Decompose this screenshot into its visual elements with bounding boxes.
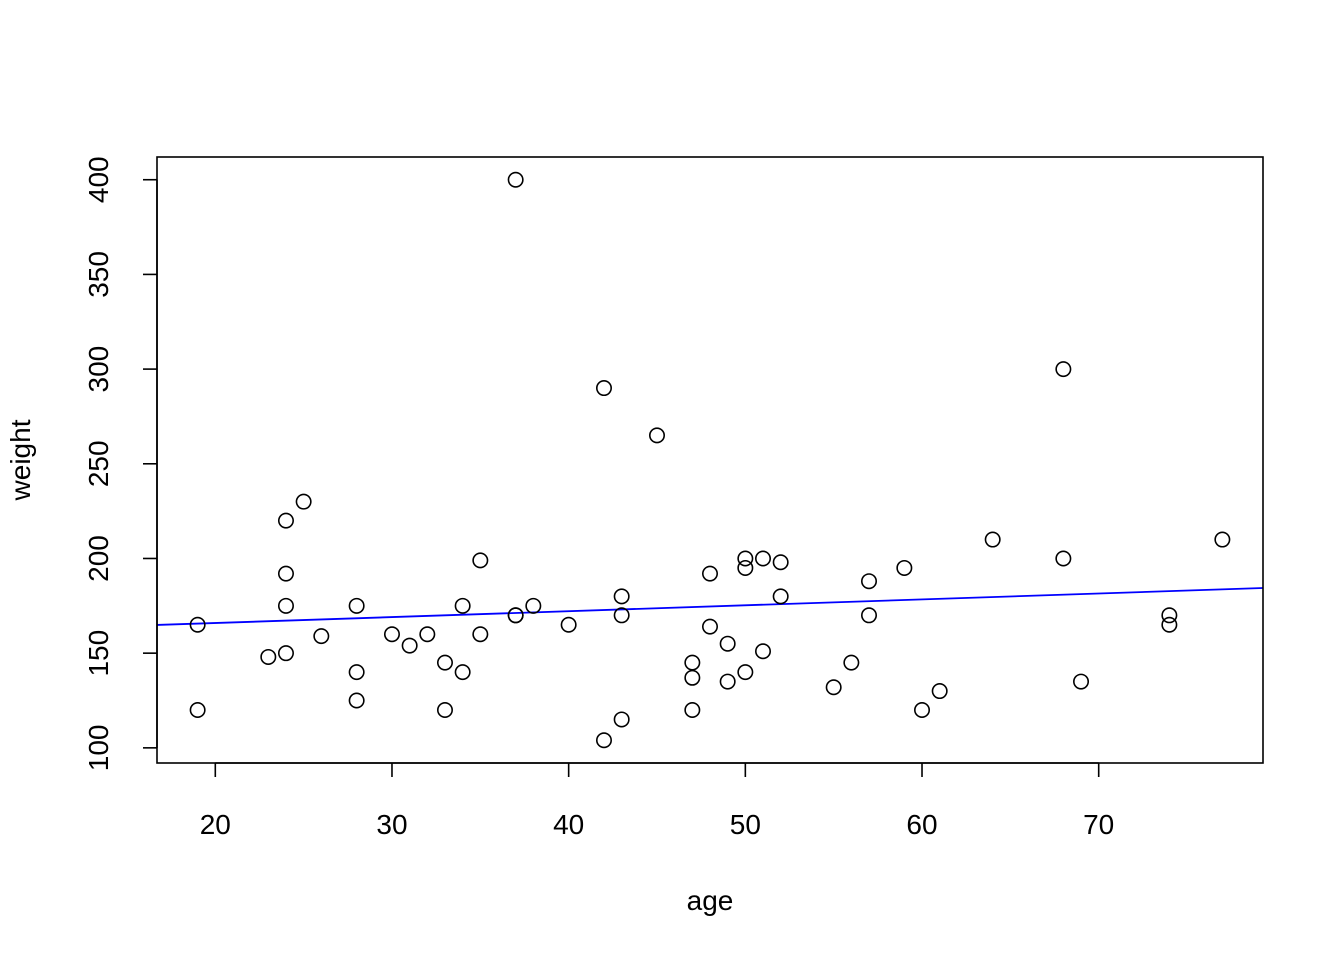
data-point [772, 554, 789, 571]
data-point [383, 626, 400, 643]
data-point [701, 618, 718, 635]
data-point [525, 597, 542, 614]
data-point [1073, 673, 1090, 690]
x-tick-label: 30 [376, 809, 407, 840]
data-point [755, 643, 772, 660]
data-point [737, 559, 754, 576]
x-tick-label: 40 [553, 809, 584, 840]
data-point [277, 512, 294, 529]
data-point [189, 616, 206, 633]
data-point [1161, 616, 1178, 633]
x-tick-label: 50 [730, 809, 761, 840]
points-layer [189, 171, 1231, 749]
y-tick-label: 100 [83, 724, 114, 771]
y-axis: 100 150 200 250 300 350 400 [83, 156, 158, 771]
data-point [277, 565, 294, 582]
data-point [719, 635, 736, 652]
data-point [348, 597, 365, 614]
data-point [896, 559, 913, 576]
data-point [684, 701, 701, 718]
data-point [454, 597, 471, 614]
data-point [277, 597, 294, 614]
data-point [472, 626, 489, 643]
y-tick-label: 200 [83, 535, 114, 582]
x-tick-label: 70 [1083, 809, 1114, 840]
data-point [825, 679, 842, 696]
data-point [861, 573, 878, 590]
data-point [348, 664, 365, 681]
data-point [189, 701, 206, 718]
data-point [472, 552, 489, 569]
x-tick-label: 60 [906, 809, 937, 840]
x-tick-label: 20 [200, 809, 231, 840]
y-tick-label: 300 [83, 346, 114, 393]
data-point [507, 171, 524, 188]
data-point [595, 732, 612, 749]
data-point [295, 493, 312, 510]
data-point [1055, 550, 1072, 567]
data-point [1214, 531, 1231, 548]
data-point [436, 654, 453, 671]
data-point [419, 626, 436, 643]
data-point [755, 550, 772, 567]
data-point [931, 683, 948, 700]
data-point [560, 616, 577, 633]
plot-area [157, 171, 1263, 749]
data-point [613, 588, 630, 605]
y-axis-label: weight [5, 419, 36, 501]
data-point [277, 645, 294, 662]
y-tick-label: 350 [83, 251, 114, 298]
data-point [260, 648, 277, 665]
data-point [613, 607, 630, 624]
data-point [595, 380, 612, 397]
y-tick-label: 250 [83, 440, 114, 487]
regression-line [157, 587, 1263, 626]
data-point [436, 701, 453, 718]
data-point [454, 664, 471, 681]
data-point [843, 654, 860, 671]
data-point [348, 692, 365, 709]
data-point [719, 673, 736, 690]
data-point [737, 550, 754, 567]
x-axis-label: age [687, 885, 734, 916]
data-point [737, 664, 754, 681]
data-point [613, 711, 630, 728]
data-point [701, 565, 718, 582]
data-point [984, 531, 1001, 548]
data-point [1161, 607, 1178, 624]
data-point [401, 637, 418, 654]
fit-line-layer [157, 587, 1263, 626]
x-axis: 20 30 40 50 60 70 [200, 762, 1114, 840]
y-tick-label: 150 [83, 630, 114, 677]
y-tick-label: 400 [83, 156, 114, 203]
data-point [648, 427, 665, 444]
data-point [684, 669, 701, 686]
data-point [313, 628, 330, 645]
data-point [1055, 361, 1072, 378]
data-point [914, 701, 931, 718]
data-point [507, 607, 524, 624]
data-point [861, 607, 878, 624]
data-point [772, 588, 789, 605]
